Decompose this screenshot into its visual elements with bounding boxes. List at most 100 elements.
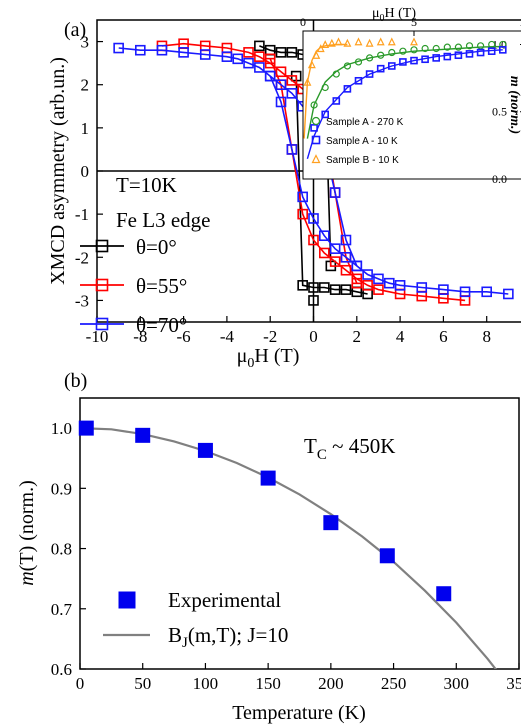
- inset-x-tick-label: 10: [519, 15, 521, 29]
- b-x-tick-label: 100: [193, 674, 219, 693]
- legend-marker-experimental: [118, 591, 136, 609]
- panel-a-legend: θ=0° θ=55° θ=70°: [80, 235, 187, 337]
- data-point: [297, 208, 308, 220]
- data-point: [254, 40, 265, 52]
- experimental-point: [197, 442, 213, 458]
- legend-label: θ=70°: [136, 313, 187, 337]
- experimental-point: [135, 427, 151, 443]
- legend-label-experimental: Experimental: [168, 588, 281, 612]
- inset-data-point: [334, 37, 343, 46]
- data-point: [319, 230, 330, 242]
- inset-y-tick-label: 0.0: [492, 172, 507, 186]
- b-y-tick-label: 0.8: [51, 540, 72, 559]
- inset-data-point: [332, 70, 340, 78]
- inset-data-point: [310, 124, 318, 132]
- series-line-down: [295, 76, 368, 295]
- legend-label-fit: BJ(m,T); J=10: [168, 623, 288, 651]
- data-point: [340, 251, 352, 263]
- y-tick-label: 3: [81, 33, 90, 52]
- inset-y-tick-label: 0.5: [492, 105, 507, 119]
- x-tick-label: -4: [220, 327, 235, 346]
- data-point: [329, 256, 341, 267]
- y-tick-label: -2: [75, 248, 89, 267]
- data-point: [178, 47, 189, 58]
- experimental-point: [379, 548, 395, 564]
- data-point: [286, 88, 298, 99]
- inset-data-point: [465, 42, 474, 50]
- fit-line: [80, 427, 497, 669]
- data-point: [481, 286, 493, 298]
- data-point: [362, 269, 373, 280]
- x-tick-label: -8: [133, 327, 147, 346]
- data-point: [340, 264, 352, 276]
- inset-data-point: [303, 77, 312, 86]
- b-y-tick-label: 0.6: [51, 660, 72, 679]
- inset-data-point: [388, 48, 396, 57]
- inset-data-point: [365, 38, 374, 47]
- experimental-series: [78, 420, 452, 602]
- data-point: [351, 260, 363, 272]
- annotation-edge: Fe L3 edge: [116, 208, 210, 232]
- inset-data-point: [354, 76, 363, 85]
- data-point: [254, 62, 265, 73]
- data-point: [275, 96, 287, 108]
- x-tick-label: -10: [86, 327, 109, 346]
- data-point: [221, 51, 233, 62]
- data-point: [329, 187, 341, 198]
- inset-data-point: [327, 38, 336, 47]
- x-tick-label: 6: [439, 327, 448, 346]
- data-point: [394, 280, 406, 291]
- inset-data-point: [343, 85, 352, 93]
- data-point: [264, 53, 276, 65]
- inset-x-tick-label: 0: [300, 15, 306, 29]
- inset-legend-label: Sample B - 10 K: [326, 155, 399, 166]
- inset-frame: [302, 30, 521, 180]
- data-point: [308, 295, 319, 306]
- inset-data-point: [343, 38, 352, 47]
- inset-data-point: [465, 50, 474, 58]
- y-tick-label: 2: [81, 76, 90, 95]
- x-tick-label: 4: [396, 327, 405, 346]
- data-point: [319, 247, 330, 259]
- legend-label: θ=55°: [136, 274, 187, 298]
- y-tick-label: 0: [81, 162, 90, 181]
- b-x-tick-label: 0: [76, 674, 85, 693]
- inset-data-point: [365, 70, 374, 78]
- inset-data-point: [454, 51, 463, 60]
- data-point: [275, 79, 287, 91]
- data-point: [113, 42, 124, 54]
- b-y-tick-label: 0.7: [51, 600, 73, 619]
- legend-marker: [95, 278, 109, 292]
- series-line-down: [269, 75, 509, 295]
- experimental-point: [78, 420, 94, 436]
- data-point: [297, 191, 308, 203]
- inset-legend-label: Sample A - 270 K: [326, 117, 404, 128]
- inset-data-point: [432, 44, 440, 53]
- b-x-tick-label: 200: [318, 674, 344, 693]
- inset-data-point: [410, 37, 418, 46]
- legend-marker: [95, 317, 109, 331]
- panel-b-legend: Experimental BJ(m,T); J=10: [103, 588, 288, 651]
- inset-data-point: [421, 55, 429, 64]
- panel-b-frame: [79, 397, 520, 670]
- panel-a-ylabel: XMCD asymmetry (arb.un.): [47, 57, 69, 285]
- inset-legend-label: Sample A - 10 K: [326, 136, 398, 147]
- data-point: [135, 44, 146, 56]
- data-point: [351, 273, 363, 285]
- inset-data-point: [498, 46, 507, 54]
- inset-data-point: [321, 110, 330, 119]
- inset-series-2: [303, 37, 418, 139]
- legend-marker: [95, 239, 109, 253]
- inset-data-point: [399, 47, 407, 55]
- inset-data-point: [366, 54, 374, 62]
- inset-data-point: [454, 43, 462, 51]
- inset-data-point: [476, 48, 485, 57]
- x-tick-label: 2: [353, 327, 362, 346]
- inset-data-point: [343, 62, 351, 70]
- legend-label: θ=0°: [136, 235, 177, 259]
- experimental-point: [436, 586, 452, 602]
- b-x-tick-label: 350: [506, 674, 521, 693]
- inset-data-point: [376, 64, 385, 73]
- inset-data-point: [387, 62, 396, 70]
- data-point: [199, 49, 211, 60]
